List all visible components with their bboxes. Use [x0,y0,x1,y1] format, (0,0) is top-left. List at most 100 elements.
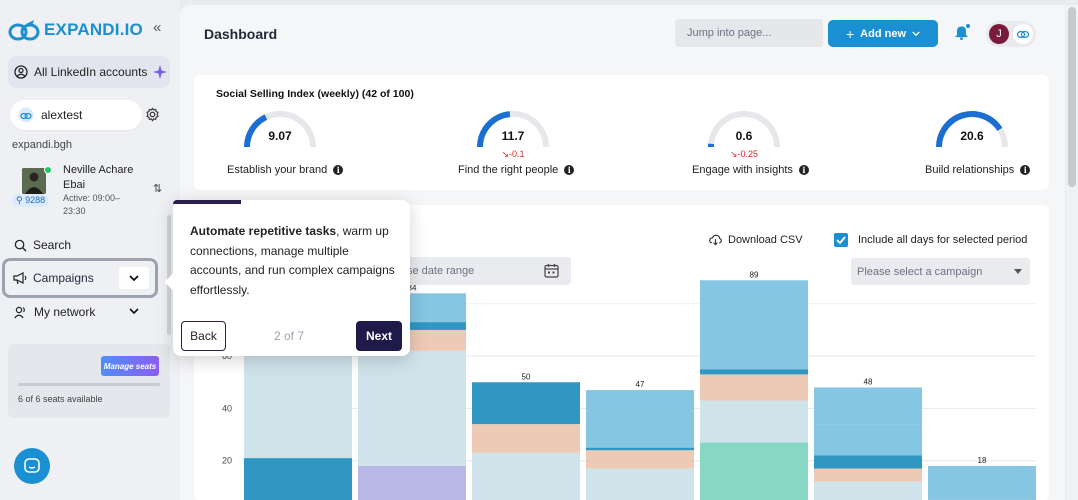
bar-segment[interactable] [700,374,808,401]
gauge-label: Build relationships i [925,164,1031,176]
nav-search[interactable]: Search [14,238,71,252]
bar-segment[interactable] [472,421,580,425]
bar-segment[interactable] [244,458,352,500]
bar-segment[interactable] [358,322,466,330]
user-menu[interactable]: J [986,21,1036,47]
user-circle-icon [14,65,28,79]
network-users-icon [14,306,25,318]
logo[interactable]: EXPANDI.IO [8,18,143,42]
bar-segment[interactable] [472,382,580,422]
gauge-label-text: Find the right people [458,164,559,176]
info-icon[interactable]: i [333,165,344,175]
ssi-title: Social Selling Index (weekly) (42 of 100… [216,88,414,100]
chevron-down-icon [129,308,139,315]
tour-next-button[interactable]: Next [356,321,402,351]
bar-total-label: 48 [864,377,873,386]
tour-message: Automate repetitive tasks, warm up conne… [190,222,395,300]
page-scrollbar[interactable] [1066,5,1078,500]
bar-total-label: 18 [978,456,987,465]
bar-segment[interactable] [700,442,808,500]
bar-total-label: 50 [522,372,531,381]
account-logo-icon [18,107,34,123]
gauge-delta: ↘-0.1 [501,149,525,159]
nav-campaigns-label: Campaigns [33,271,94,285]
bar-segment[interactable] [814,387,922,425]
chevron-down-icon [912,31,920,36]
all-accounts-button[interactable]: All LinkedIn accounts [8,56,170,88]
stacked-bar-chart: 20 40 60 84 50 47 89 48 18 [222,270,1036,500]
page-title: Dashboard [204,26,278,42]
download-csv-button[interactable]: Download CSV [709,234,803,246]
bar-segment[interactable] [700,280,808,370]
info-icon[interactable]: i [798,165,809,175]
bar-segment[interactable] [358,350,466,466]
include-all-days-option[interactable]: Include all days for selected period [834,233,1027,247]
check-icon [836,236,846,244]
gauge-label-text: Build relationships [925,164,1015,176]
campaign-select[interactable]: Please select a campaign [851,258,1030,285]
nav-search-label: Search [33,238,72,252]
account-selector[interactable]: alextest [10,100,142,130]
gauge-arc [244,111,316,148]
bar-segment[interactable] [928,465,1036,500]
campaigns-expand-button[interactable] [119,267,149,289]
cloud-download-icon [709,234,722,246]
gauge-value: 9.07 [268,129,292,143]
all-accounts-label: All LinkedIn accounts [34,65,148,79]
nav-campaigns[interactable]: Campaigns [2,258,158,298]
account-settings-gear-icon[interactable] [145,107,160,122]
bar-segment[interactable] [700,369,808,375]
gauge-arc [477,111,549,148]
page-scrollbar-thumb[interactable] [1068,7,1076,187]
bar-segment[interactable] [244,353,352,459]
gauge-fill [936,111,1003,148]
ssi-gauge: 0.6 ↘-0.25 [704,109,784,159]
support-chat-button[interactable] [14,448,50,484]
bar-segment[interactable] [814,455,922,469]
gauge-arc [936,111,1008,148]
bar-segment[interactable] [586,447,694,451]
gauge-label: Find the right people i [458,164,575,176]
collapse-sidebar-icon[interactable]: « [153,19,162,36]
sidebar-scrollbar[interactable] [167,215,171,335]
chevron-down-icon [129,274,139,281]
jump-into-page-input[interactable] [675,19,823,47]
info-icon[interactable]: i [564,165,575,175]
calendar-icon [544,264,559,278]
tour-back-button[interactable]: Back [181,321,226,351]
bar-segment[interactable] [358,465,466,500]
gauge-label-text: Establish your brand [227,164,328,176]
bar-segment[interactable] [586,390,694,448]
profile-name: Neville Achare Ebai [63,164,134,191]
bar-segment[interactable] [814,481,922,500]
manage-seats-button[interactable]: Manage seats [101,356,159,376]
bar-segment[interactable] [814,468,922,482]
campaign-select-placeholder: Please select a campaign [857,265,983,278]
bar-segment[interactable] [700,400,808,443]
add-new-button[interactable]: + Add new [828,20,938,47]
workspace-logo-icon[interactable] [1013,24,1033,44]
expandi-logo-icon [8,20,40,41]
date-range-placeholder: se date range [407,265,475,277]
bar-segment[interactable] [586,450,694,469]
tour-message-bold: Automate repetitive tasks [190,224,337,238]
bar-segment[interactable] [586,468,694,500]
gauge-label: Engage with insights i [692,164,809,176]
nav-my-network[interactable]: My network [14,305,154,319]
info-icon[interactable]: i [1020,165,1031,175]
bar-segment[interactable] [472,452,580,500]
gauge-fill [244,114,268,148]
ssi-gauge: 20.6 [932,109,1012,159]
gauge-value: 20.6 [960,129,984,143]
notifications-bell-icon[interactable] [953,23,971,41]
y-tick-label: 20 [222,456,232,466]
user-avatar[interactable]: J [989,24,1009,44]
gauge-value: 0.6 [735,129,753,143]
include-all-days-checkbox[interactable] [834,233,848,247]
bar-segment[interactable] [472,424,580,453]
gauge-value: 11.7 [501,129,525,143]
switch-profile-chevron-icon[interactable]: ⇅ [153,183,163,195]
profile-card[interactable]: Neville Achare Ebai Active: 09:00–23:30 … [10,160,170,220]
bar-segment[interactable] [814,424,922,456]
tour-message-rest: , warm up connections, manage multiple a… [190,224,395,297]
